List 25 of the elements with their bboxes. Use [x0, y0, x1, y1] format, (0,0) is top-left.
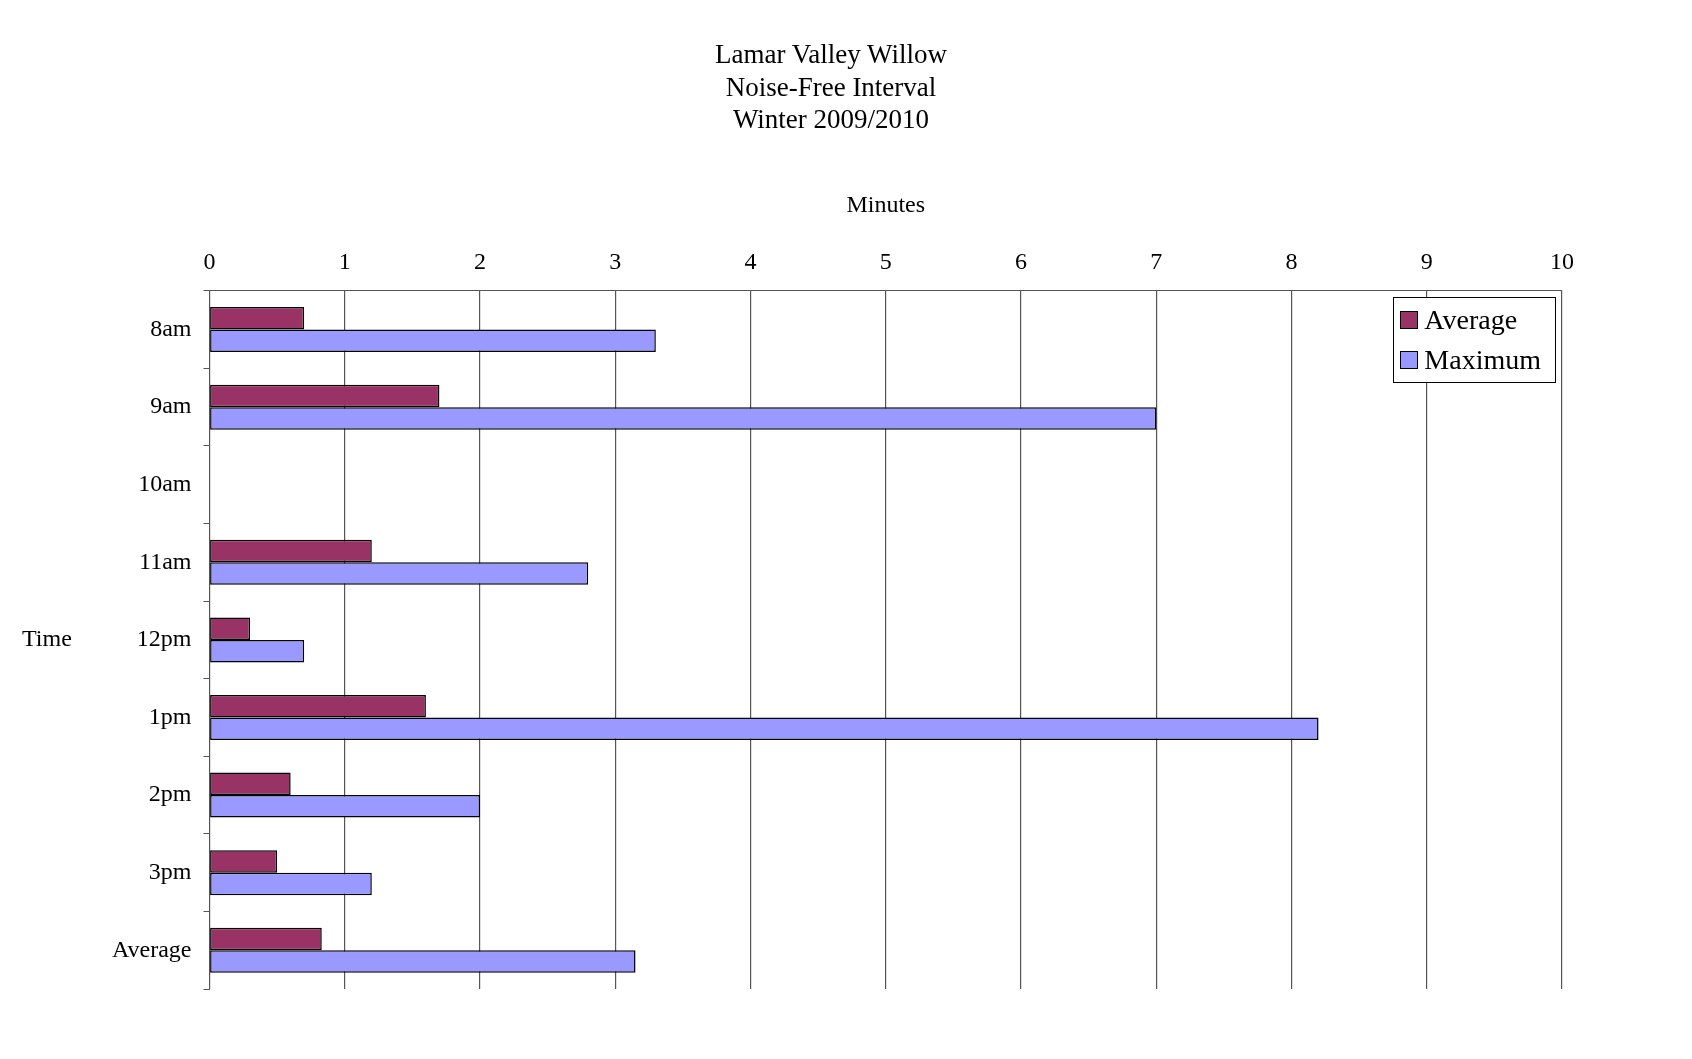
legend-label: Maximum: [1424, 342, 1541, 377]
y-axis-title: Time: [22, 625, 72, 652]
x-tick-label: 4: [744, 247, 757, 274]
y-tick-label: 3pm: [148, 857, 192, 884]
y-tick-label: 8am: [150, 314, 192, 341]
y-tick-label: 12pm: [136, 625, 192, 652]
x-tick-label: 0: [203, 247, 216, 274]
y-tick-label: Average: [112, 935, 192, 962]
x-tick-label: 1: [338, 247, 351, 274]
y-tick-label: 10am: [138, 470, 192, 497]
x-tick-label: 7: [1150, 247, 1163, 274]
x-tick-label: 6: [1015, 247, 1027, 274]
x-tick-label: 3: [609, 247, 622, 274]
x-tick-label: 5: [879, 247, 892, 274]
x-tick-label: 8: [1285, 247, 1298, 274]
x-tick-label: 9: [1420, 247, 1433, 274]
y-tick-label: 1pm: [148, 702, 192, 729]
x-axis-title: Minutes: [846, 190, 926, 217]
legend-label: Average: [1424, 302, 1518, 337]
y-tick-label: 9am: [150, 392, 192, 419]
y-tick-label: 11am: [139, 547, 192, 574]
chart-title: Lamar Valley Willow Noise-Free Interval Winter 2009/2010: [715, 39, 948, 135]
x-tick-label: 10: [1550, 247, 1574, 274]
x-tick-label: 2: [474, 247, 486, 274]
y-tick-label: 2pm: [148, 780, 192, 807]
